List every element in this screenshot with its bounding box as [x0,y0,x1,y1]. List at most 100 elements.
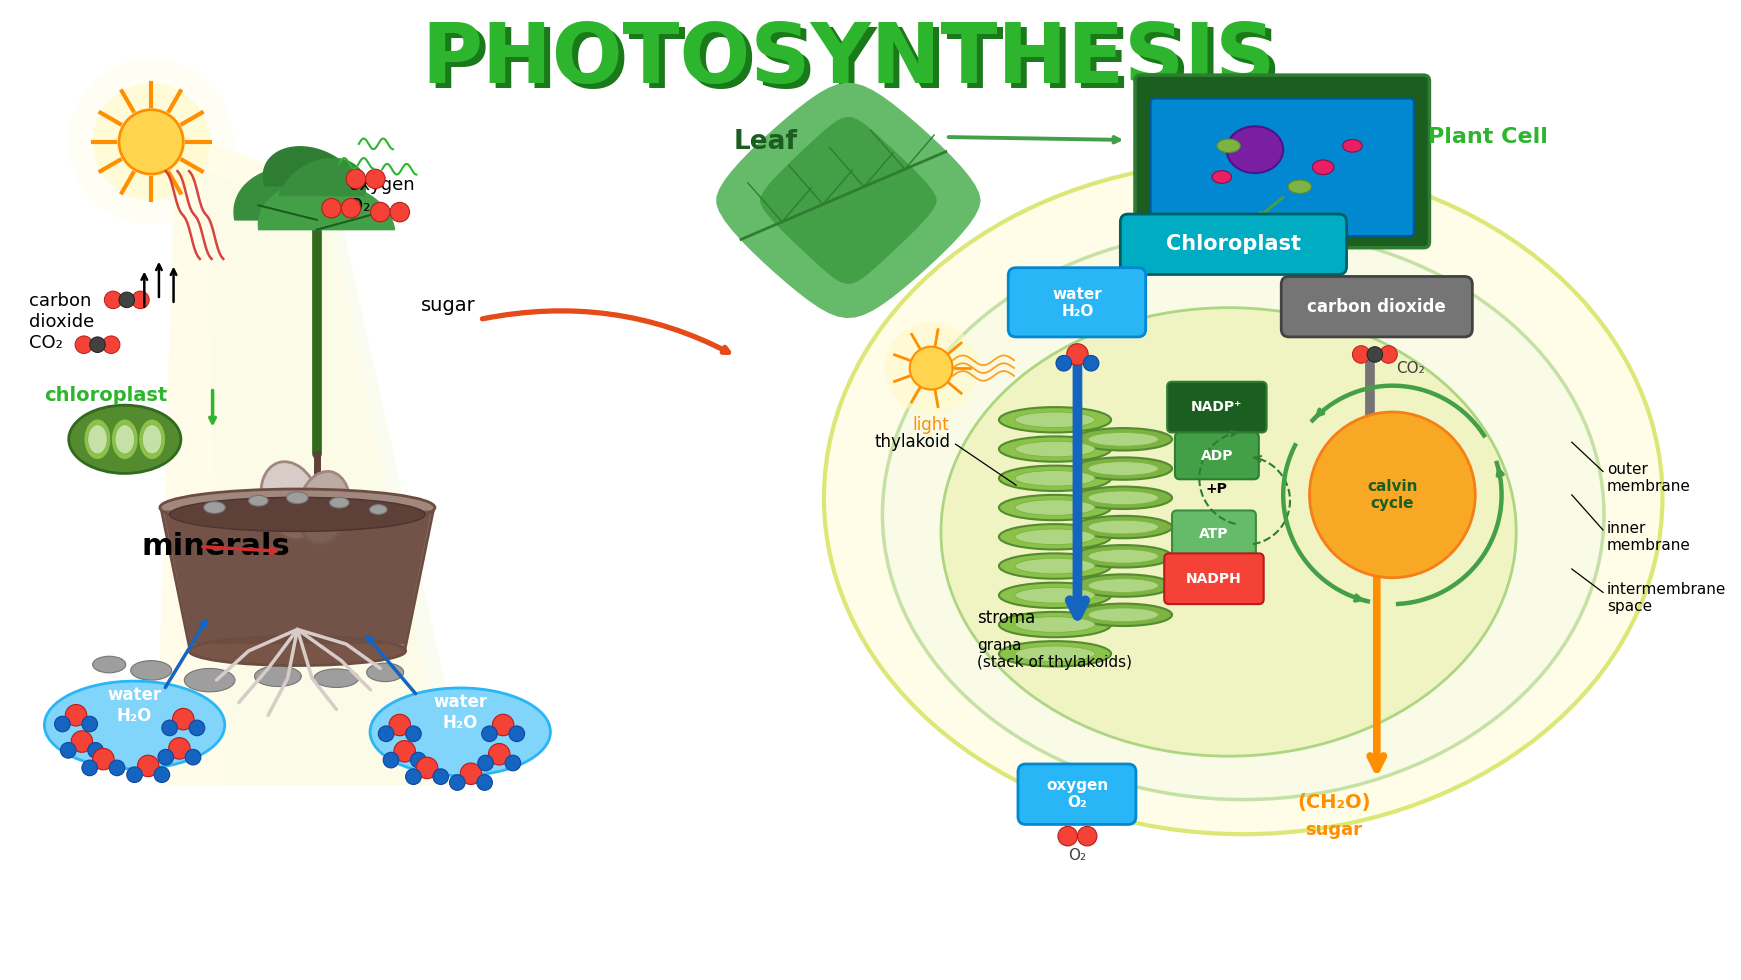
Circle shape [505,756,521,771]
Ellipse shape [1074,458,1172,480]
Text: minerals: minerals [141,532,291,562]
Ellipse shape [999,583,1111,608]
Ellipse shape [111,418,139,460]
FancyBboxPatch shape [1165,554,1264,604]
Polygon shape [717,83,980,318]
Ellipse shape [1088,550,1158,564]
Circle shape [82,716,97,732]
Circle shape [92,749,115,770]
FancyBboxPatch shape [1151,99,1414,236]
Text: +P: +P [1207,482,1227,496]
Circle shape [322,199,341,218]
Ellipse shape [1015,500,1095,515]
Circle shape [158,750,174,765]
Ellipse shape [367,663,404,682]
Circle shape [449,775,465,790]
Circle shape [91,337,104,353]
Circle shape [393,741,416,762]
Ellipse shape [1088,432,1158,446]
Ellipse shape [44,681,225,769]
Ellipse shape [329,497,350,508]
Ellipse shape [190,636,406,665]
Circle shape [68,59,233,224]
FancyBboxPatch shape [1135,75,1429,248]
Polygon shape [279,159,366,196]
Ellipse shape [1088,462,1158,475]
Ellipse shape [249,495,268,506]
Circle shape [341,199,360,218]
Circle shape [110,760,125,776]
Ellipse shape [999,407,1111,432]
Ellipse shape [1288,180,1311,194]
Text: carbon dioxide: carbon dioxide [1307,298,1447,316]
Circle shape [104,291,122,309]
FancyBboxPatch shape [1172,511,1255,558]
Ellipse shape [369,505,387,514]
Ellipse shape [1074,515,1172,538]
Ellipse shape [1015,559,1095,574]
Ellipse shape [1313,160,1334,174]
Ellipse shape [254,666,301,686]
Ellipse shape [1088,491,1158,505]
Circle shape [172,709,193,730]
Ellipse shape [185,668,235,692]
Text: outer
membrane: outer membrane [1607,463,1691,495]
Ellipse shape [68,405,181,473]
Ellipse shape [1015,441,1095,457]
Text: PHOTOSYNTHESIS: PHOTOSYNTHESIS [421,19,1276,100]
Circle shape [1067,344,1088,366]
Circle shape [434,769,449,784]
Circle shape [378,726,393,742]
Circle shape [366,170,385,189]
Ellipse shape [1217,139,1240,153]
Text: CO₂: CO₂ [1396,361,1426,375]
Circle shape [127,767,143,782]
Polygon shape [761,118,937,283]
Ellipse shape [131,661,172,680]
Circle shape [153,767,169,782]
Text: ADP: ADP [1201,449,1233,463]
Ellipse shape [84,418,111,460]
Text: grana
(stack of thylakoids): grana (stack of thylakoids) [977,638,1132,670]
Circle shape [477,775,493,790]
Ellipse shape [371,688,550,776]
Circle shape [162,720,178,736]
Circle shape [482,726,498,742]
Circle shape [71,731,92,753]
Circle shape [1078,826,1097,846]
Circle shape [118,110,183,174]
Circle shape [92,83,209,200]
Text: ATP: ATP [1200,527,1229,541]
Circle shape [1353,346,1370,364]
FancyBboxPatch shape [1018,764,1135,824]
Circle shape [493,714,514,736]
Circle shape [1059,826,1078,846]
Circle shape [406,769,421,784]
Text: water
H₂O: water H₂O [108,686,162,725]
Circle shape [185,750,200,765]
Ellipse shape [1074,604,1172,626]
Circle shape [1057,356,1072,371]
Ellipse shape [1015,470,1095,486]
Ellipse shape [261,462,320,540]
Ellipse shape [1074,428,1172,451]
Circle shape [489,744,510,765]
Circle shape [346,170,366,189]
Text: Plant Cell: Plant Cell [1428,127,1548,147]
Ellipse shape [1074,487,1172,509]
Ellipse shape [940,308,1516,757]
Circle shape [1367,347,1382,363]
Ellipse shape [1015,412,1095,427]
Ellipse shape [999,495,1111,520]
Circle shape [118,292,134,308]
Circle shape [66,705,87,726]
Text: O₂: O₂ [1069,848,1086,863]
Text: PHOTOSYNTHESIS: PHOTOSYNTHESIS [427,24,1281,106]
Text: thylakoid: thylakoid [874,433,951,451]
Ellipse shape [999,466,1111,491]
Ellipse shape [1015,646,1095,662]
Circle shape [75,336,92,354]
Circle shape [416,758,437,779]
Ellipse shape [1212,171,1231,183]
Polygon shape [263,147,359,186]
